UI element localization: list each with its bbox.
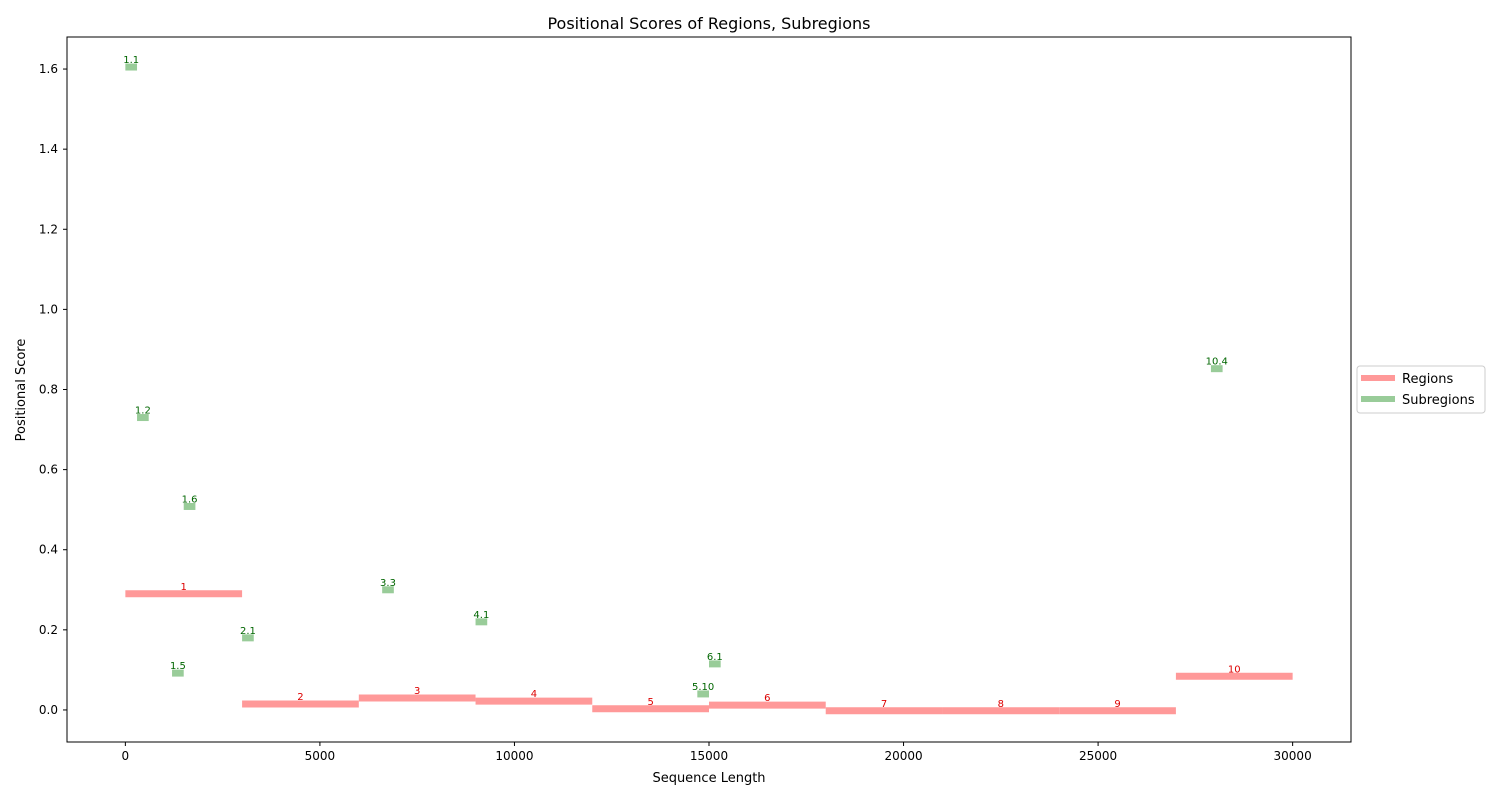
y-tick-label: 1.2 <box>39 222 58 236</box>
x-tick-label: 10000 <box>495 749 533 763</box>
x-tick-label: 0 <box>122 749 130 763</box>
x-tick-label: 20000 <box>884 749 922 763</box>
subregion-label: 1.2 <box>135 406 151 417</box>
region-label: 4 <box>531 689 537 700</box>
chart-marks: 1 2 3 4 5 6 7 8 9 10 1.1 1.2 1.5 1.6 2.1 3.3 4.1 5.10 6.1 1… <box>123 55 1293 715</box>
x-tick-label: 25000 <box>1079 749 1117 763</box>
region-label: 7 <box>881 699 887 710</box>
region-label: 1 <box>181 582 187 593</box>
subregion-label: 1.5 <box>170 661 186 672</box>
subregion-label: 2.1 <box>240 626 256 637</box>
x-tick-label: 15000 <box>690 749 728 763</box>
y-tick-label: 1.6 <box>39 62 58 76</box>
subregion-label: 5.10 <box>692 682 714 693</box>
subregion-label: 1.6 <box>182 494 198 505</box>
subregion-label: 4.1 <box>473 610 489 621</box>
y-tick-label: 0.0 <box>39 703 58 717</box>
y-tick-label: 1.4 <box>39 142 58 156</box>
subregion-label: 1.1 <box>123 55 139 66</box>
plot-frame <box>66 36 1352 743</box>
legend-label-regions: Regions <box>1402 372 1454 387</box>
subregion-label: 10.4 <box>1206 357 1228 368</box>
region-label: 5 <box>647 697 653 708</box>
region-label: 6 <box>764 693 770 704</box>
y-tick-label: 0.2 <box>39 623 58 637</box>
y-tick-label: 0.4 <box>39 543 58 557</box>
x-tick-label: 5000 <box>305 749 336 763</box>
chart-title: Positional Scores of Regions, Subregions <box>547 14 870 33</box>
region-label: 8 <box>998 699 1004 710</box>
region-label: 9 <box>1114 699 1120 710</box>
region-label: 10 <box>1228 664 1241 675</box>
legend: Regions Subregions <box>1356 365 1486 414</box>
subregion-label: 6.1 <box>707 652 723 663</box>
legend-label-subregions: Subregions <box>1402 393 1475 408</box>
y-tick-label: 0.6 <box>39 463 58 477</box>
y-axis-title: Positional Score <box>14 339 29 442</box>
chart-axes: 0 5000 10000 15000 20000 25000 30000 0.0 0.2 0.4 0… <box>39 62 1312 763</box>
x-axis-title: Sequence Length <box>652 771 765 786</box>
region-label: 2 <box>297 692 303 703</box>
region-label: 3 <box>414 686 420 697</box>
y-tick-label: 0.8 <box>39 383 58 397</box>
subregion-label: 3.3 <box>380 578 396 589</box>
y-tick-label: 1.0 <box>39 302 58 316</box>
x-tick-label: 30000 <box>1274 749 1312 763</box>
